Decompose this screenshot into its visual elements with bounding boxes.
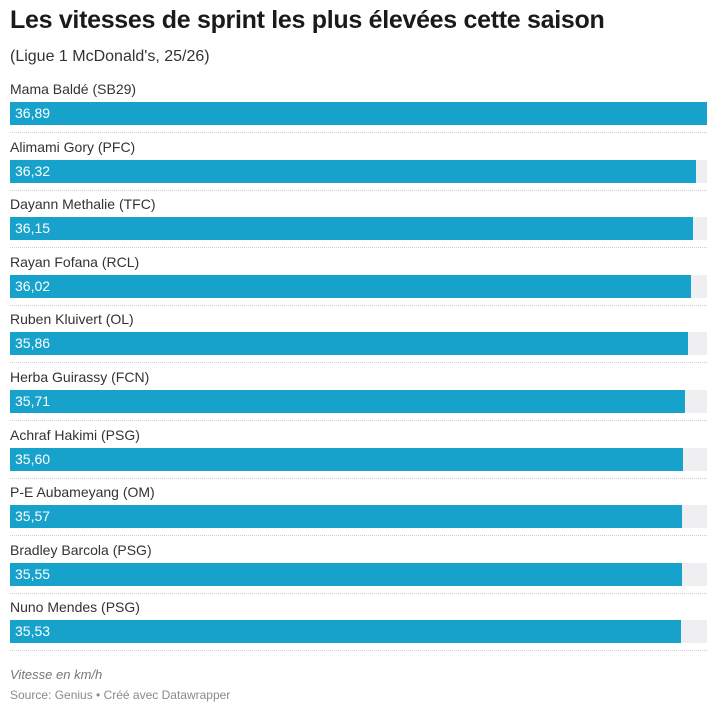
bar-value-label: 35,57 (15, 508, 51, 525)
bar-track: 35,86 (10, 332, 707, 356)
bar (10, 505, 683, 529)
bar-value-label: 35,55 (15, 565, 51, 582)
bar-track: 35,71 (10, 389, 707, 413)
row-divider (10, 592, 707, 594)
bar (10, 102, 707, 125)
bar-value-label: 35,86 (15, 335, 51, 352)
bar-label: Ruben Kluivert (OL) (10, 311, 134, 328)
bar-label: Nuno Mendes (PSG) (10, 599, 140, 616)
bar (10, 274, 691, 298)
bar-row: Bradley Barcola (PSG) 35,55 (10, 540, 707, 598)
bar-label: Achraf Hakimi (PSG) (10, 426, 140, 443)
bar-chart: Mama Baldé (SB29) 36,89 Alimami Gory (PFC)… (10, 79, 707, 655)
bar-label: Mama Baldé (SB29) (10, 81, 137, 97)
chart-title: Les vitesses de sprint les plus élevées … (10, 6, 605, 34)
bar-label: Herba Guirassy (FCN) (10, 368, 150, 385)
bar (10, 332, 688, 356)
bar-row: Mama Baldé (SB29) 36,89 (10, 79, 707, 137)
row-divider (10, 650, 707, 652)
row-divider (10, 304, 707, 306)
bar-row: P-E Aubameyang (OM) 35,57 (10, 482, 707, 540)
row-divider (10, 362, 707, 364)
bar-value-label: 35,53 (15, 623, 51, 640)
bar (10, 447, 683, 471)
bar-row: Dayann Methalie (TFC) 36,15 (10, 194, 707, 252)
bar-value-label: 36,02 (15, 277, 51, 294)
bar-value-label: 36,15 (15, 220, 51, 237)
row-divider (10, 419, 707, 421)
bar-row: Achraf Hakimi (PSG) 35,60 (10, 425, 707, 483)
bar-track: 35,55 (10, 562, 707, 586)
bar-track: 35,60 (10, 447, 707, 471)
bar (10, 389, 685, 413)
row-divider (10, 189, 707, 191)
bar-value-label: 35,71 (15, 392, 51, 409)
bar-row: Herba Guirassy (FCN) 35,71 (10, 367, 707, 425)
chart-notes: Vitesse en km/h (10, 667, 103, 682)
bar-label: Alimami Gory (PFC) (10, 138, 136, 155)
row-divider (10, 247, 707, 249)
bar-label: Bradley Barcola (PSG) (10, 541, 152, 558)
bar-row: Nuno Mendes (PSG) 35,53 (10, 597, 707, 655)
bar-value-label: 36,89 (15, 105, 51, 121)
bar-track: 35,53 (10, 620, 707, 644)
bar-track: 36,32 (10, 159, 707, 183)
bar-label: Dayann Methalie (TFC) (10, 196, 156, 213)
bar-track: 36,15 (10, 217, 707, 241)
bar-track: 36,89 (10, 102, 707, 125)
bar (10, 620, 682, 644)
bar (10, 217, 694, 241)
bar-value-label: 36,32 (15, 162, 51, 179)
bar-track: 36,02 (10, 274, 707, 298)
bar-row: Rayan Fofana (RCL) 36,02 (10, 252, 707, 310)
bar-label: Rayan Fofana (RCL) (10, 253, 140, 270)
bar-row: Ruben Kluivert (OL) 35,86 (10, 309, 707, 367)
bar-value-label: 35,60 (15, 450, 51, 467)
row-divider (10, 132, 707, 133)
bar (10, 562, 682, 586)
bar-row: Alimami Gory (PFC) 36,32 (10, 137, 707, 195)
bar (10, 159, 697, 183)
bar-track: 35,57 (10, 505, 707, 529)
row-divider (10, 477, 707, 479)
bar-label: P-E Aubameyang (OM) (10, 484, 155, 501)
chart-subtitle: (Ligue 1 McDonald's, 25/26) (10, 48, 210, 65)
chart-source: Source: Genius • Créé avec Datawrapper (10, 688, 231, 702)
row-divider (10, 535, 707, 537)
